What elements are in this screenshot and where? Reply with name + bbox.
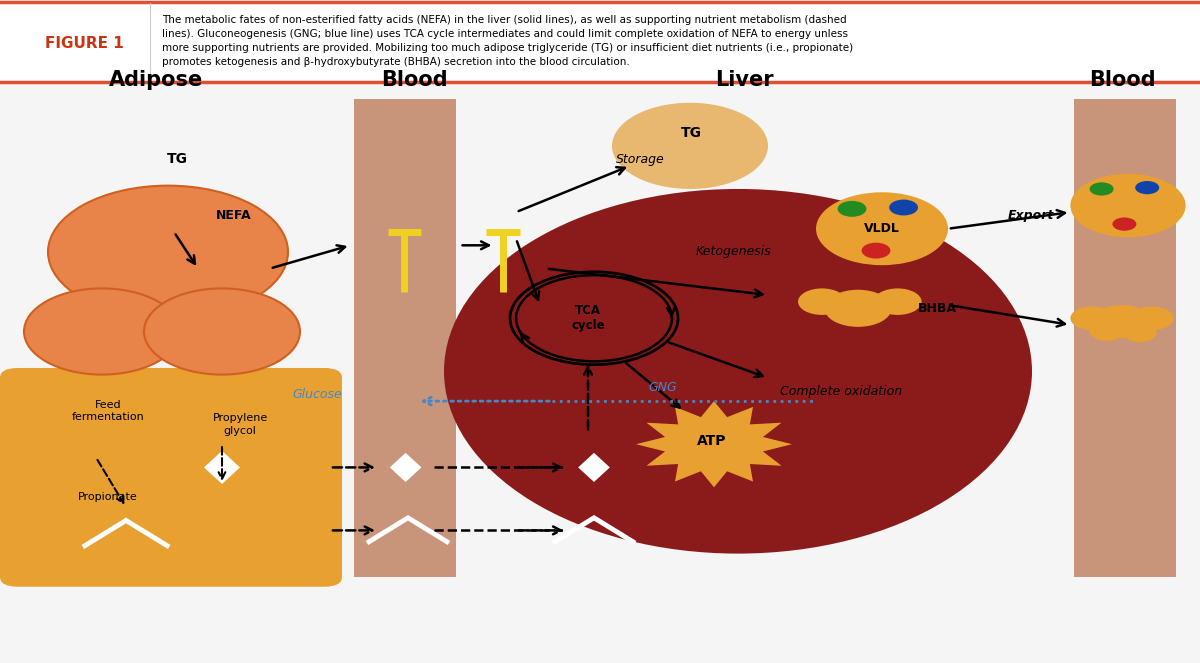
Circle shape (1070, 174, 1186, 237)
FancyBboxPatch shape (0, 83, 1200, 663)
Polygon shape (204, 451, 240, 484)
Text: The metabolic fates of non-esterified fatty acids (NEFA) in the liver (solid lin: The metabolic fates of non-esterified fa… (162, 15, 853, 67)
FancyBboxPatch shape (0, 0, 1200, 83)
Text: NEFA: NEFA (216, 209, 252, 222)
FancyArrowPatch shape (548, 269, 762, 297)
Circle shape (1070, 306, 1114, 330)
Text: TG: TG (167, 152, 188, 166)
Circle shape (874, 288, 922, 315)
Circle shape (798, 288, 846, 315)
Circle shape (24, 288, 180, 375)
Circle shape (48, 186, 288, 318)
Text: Complete oxidation: Complete oxidation (780, 385, 902, 398)
Text: TCA
cycle: TCA cycle (571, 304, 605, 332)
FancyBboxPatch shape (0, 368, 342, 587)
Text: Glucose: Glucose (293, 388, 342, 401)
FancyArrowPatch shape (950, 306, 1064, 327)
FancyArrowPatch shape (272, 245, 346, 268)
Text: Liver: Liver (715, 70, 773, 90)
Circle shape (816, 192, 948, 265)
Circle shape (1123, 324, 1157, 342)
Text: Ketogenesis: Ketogenesis (696, 245, 772, 259)
Circle shape (144, 288, 300, 375)
Circle shape (1135, 181, 1159, 194)
Circle shape (862, 243, 890, 259)
Text: Storage: Storage (616, 152, 665, 166)
Text: Blood: Blood (1088, 70, 1156, 90)
FancyBboxPatch shape (354, 99, 456, 577)
Ellipse shape (444, 189, 1032, 554)
Circle shape (824, 290, 892, 327)
FancyArrowPatch shape (518, 167, 625, 211)
Circle shape (889, 200, 918, 215)
Circle shape (1112, 217, 1136, 231)
Text: Propionate: Propionate (78, 492, 138, 503)
Polygon shape (578, 453, 610, 482)
FancyArrowPatch shape (668, 342, 763, 377)
FancyArrowPatch shape (175, 235, 194, 264)
FancyArrowPatch shape (950, 210, 1064, 228)
Text: GNG: GNG (648, 381, 677, 394)
Circle shape (1130, 306, 1174, 330)
Text: Adipose: Adipose (109, 70, 203, 90)
Text: BHBA: BHBA (918, 302, 958, 315)
FancyArrowPatch shape (517, 241, 539, 300)
Circle shape (1090, 182, 1114, 196)
Circle shape (1092, 305, 1152, 338)
Circle shape (1090, 322, 1123, 341)
Circle shape (612, 103, 768, 189)
Text: TG: TG (680, 125, 702, 140)
FancyArrowPatch shape (462, 241, 488, 249)
FancyArrowPatch shape (626, 363, 679, 408)
Text: Export: Export (1008, 209, 1055, 222)
Text: Propylene
glycol: Propylene glycol (212, 413, 268, 436)
FancyBboxPatch shape (1074, 99, 1176, 577)
Text: Feed
fermentation: Feed fermentation (72, 400, 144, 422)
Text: Blood: Blood (380, 70, 448, 90)
Polygon shape (390, 453, 421, 482)
Circle shape (838, 201, 866, 217)
Text: VLDL: VLDL (864, 222, 900, 235)
Polygon shape (636, 401, 792, 487)
Text: ATP: ATP (697, 434, 726, 448)
Text: FIGURE 1: FIGURE 1 (44, 36, 124, 50)
